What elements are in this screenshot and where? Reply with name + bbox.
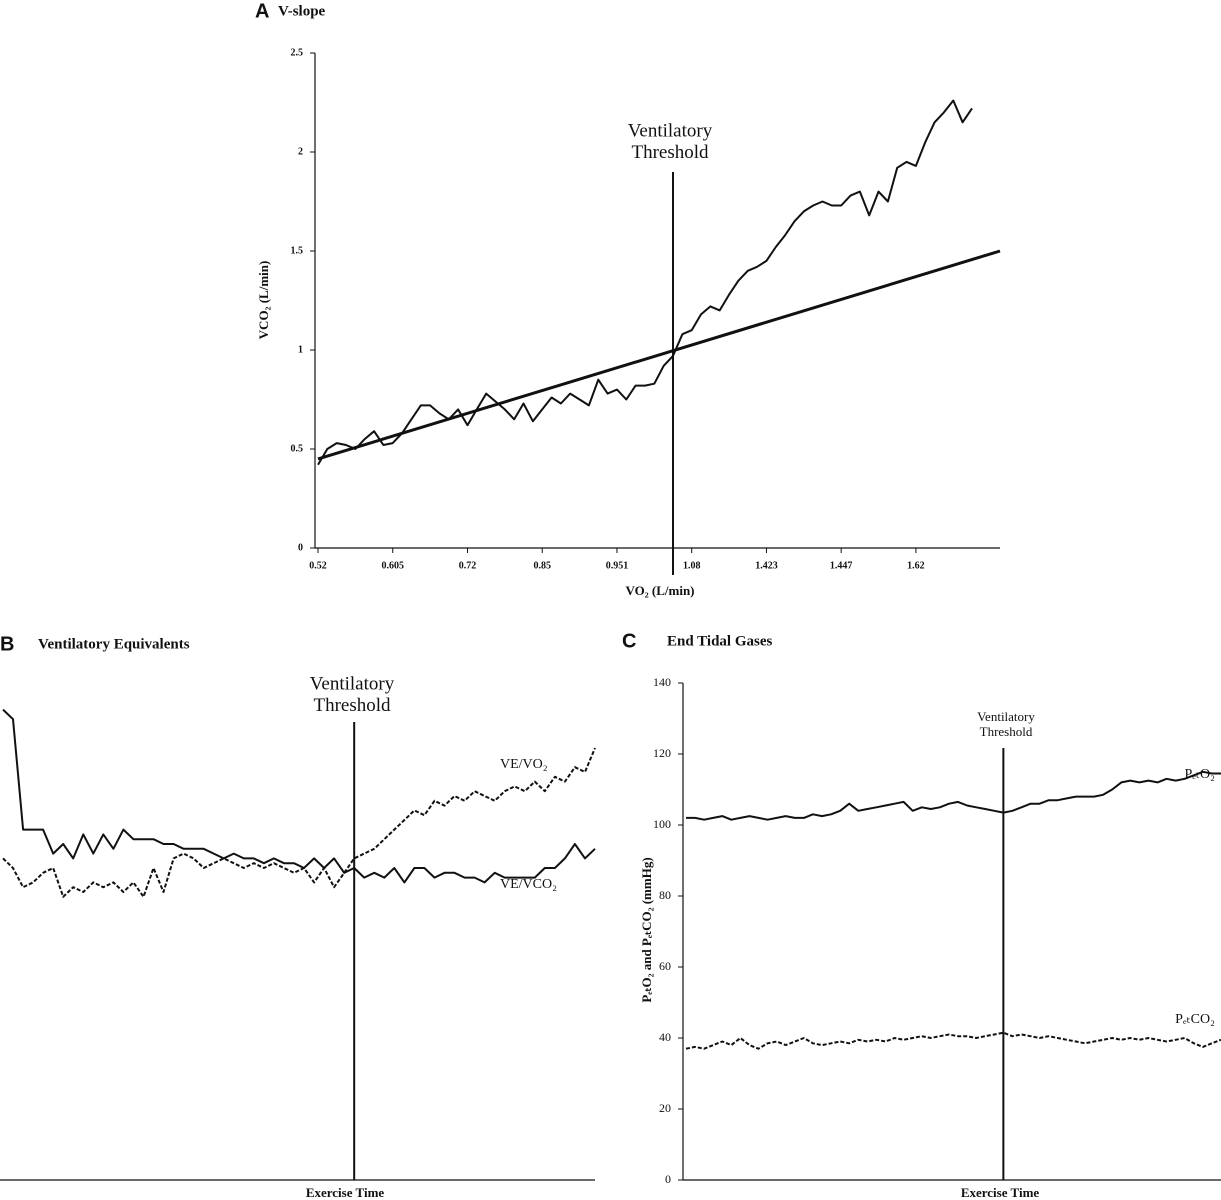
y-tick-label: 40 (659, 1030, 671, 1044)
y-tick-label: 80 (659, 888, 671, 902)
y-tick-label: 120 (653, 746, 671, 760)
y-tick-label: 140 (653, 675, 671, 689)
x-tick-label: 0.951 (606, 560, 629, 571)
data-line (2, 708, 596, 884)
threshold-label: Threshold (313, 695, 391, 716)
threshold-label: Threshold (980, 724, 1033, 739)
y-tick-label: 0 (298, 542, 303, 553)
reference-line (317, 249, 1001, 461)
x-axis-label: VO₂ (L/min) (626, 583, 695, 598)
data-line (686, 770, 1221, 821)
x-axis-label: Exercise Time (961, 1185, 1040, 1200)
data-line (2, 747, 596, 898)
series-label: VE/VCO₂ (500, 877, 557, 892)
panel-title: End Tidal Gases (667, 633, 772, 649)
threshold-label: Ventilatory (977, 709, 1035, 724)
series-label: PₑₜO₂ (1185, 767, 1216, 782)
series-label: VE/VO₂ (500, 757, 548, 772)
y-axis-label: PₑₜO₂ and PₑₜCO₂ (mmHg) (639, 857, 654, 1002)
y-tick-label: 60 (659, 959, 671, 973)
y-tick-label: 0 (665, 1172, 671, 1186)
panel-letter: A (255, 0, 269, 22)
x-tick-label: 1.447 (830, 560, 853, 571)
y-tick-label: 1.5 (291, 245, 304, 256)
x-tick-label: 1.423 (755, 560, 778, 571)
y-tick-label: 1 (298, 344, 303, 355)
y-tick-label: 0.5 (291, 443, 304, 454)
series-label: PₑₜCO₂ (1175, 1012, 1215, 1027)
x-axis-label: Exercise Time (306, 1185, 385, 1200)
x-tick-label: 0.85 (533, 560, 551, 571)
x-tick-label: 0.52 (309, 560, 327, 571)
threshold-label: Ventilatory (310, 673, 395, 694)
data-line (317, 99, 973, 466)
threshold-label: Threshold (631, 142, 709, 163)
data-line (685, 1031, 1221, 1050)
y-tick-label: 2.5 (291, 47, 304, 58)
x-tick-label: 1.08 (683, 560, 701, 571)
y-axis-label: VCO₂ (L/min) (256, 261, 271, 340)
panel-letter: B (0, 633, 14, 655)
panel-letter: C (622, 630, 636, 652)
y-tick-label: 100 (653, 817, 671, 831)
y-tick-label: 2 (298, 146, 303, 157)
threshold-label: Ventilatory (628, 120, 713, 141)
x-tick-label: 0.605 (381, 560, 404, 571)
panel-title: V-slope (278, 3, 326, 19)
x-tick-label: 1.62 (907, 560, 925, 571)
y-tick-label: 20 (659, 1101, 671, 1115)
x-tick-label: 0.72 (459, 560, 477, 571)
panel-title: Ventilatory Equivalents (38, 636, 190, 652)
